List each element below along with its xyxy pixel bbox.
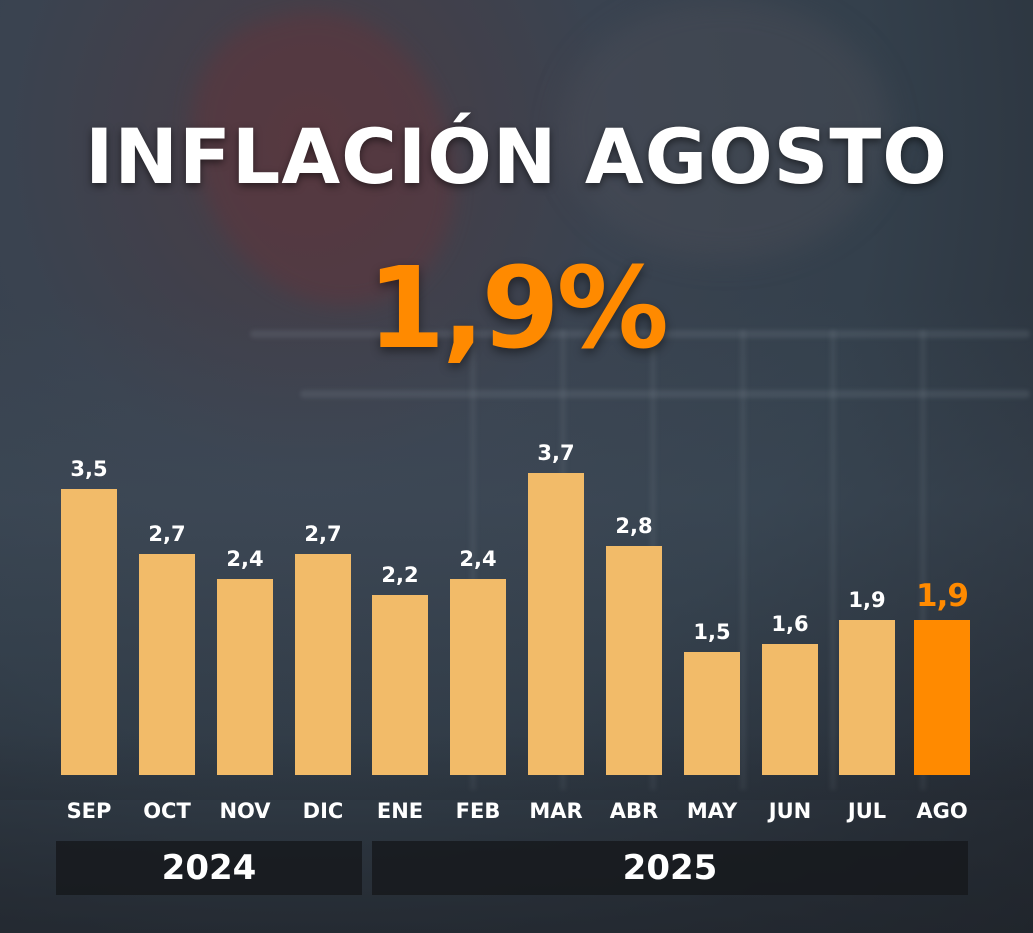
bar-nov: 2,4	[217, 547, 273, 775]
bar-mar: 3,7	[528, 441, 584, 775]
bar-rect	[606, 546, 662, 775]
month-label-oct: OCT	[143, 799, 191, 823]
bar-rect	[528, 473, 584, 775]
background-rail	[300, 390, 1030, 398]
background-rod	[470, 330, 476, 790]
bar-ago: 1,9	[914, 578, 970, 775]
bar-rect	[762, 644, 818, 775]
month-label-dic: DIC	[302, 799, 344, 823]
bar-may: 1,5	[684, 620, 740, 775]
bar-abr: 2,8	[606, 514, 662, 775]
bar-value-label: 2,7	[304, 522, 342, 546]
bar-rect	[372, 595, 428, 775]
bar-jul: 1,9	[839, 588, 895, 775]
background-rail	[250, 330, 1030, 338]
month-label-ago: AGO	[916, 799, 968, 823]
bar-rect	[684, 652, 740, 775]
month-label-mar: MAR	[529, 799, 583, 823]
bar-value-label: 2,4	[459, 547, 497, 571]
bar-value-label: 1,9	[848, 588, 886, 612]
bar-rect	[295, 554, 351, 775]
bar-feb: 2,4	[450, 547, 506, 775]
background-rod	[920, 330, 926, 790]
bar-jun: 1,6	[762, 612, 818, 775]
month-label-nov: NOV	[219, 799, 271, 823]
bar-value-label: 2,2	[381, 563, 419, 587]
month-label-may: MAY	[686, 799, 738, 823]
bar-dic: 2,7	[295, 522, 351, 775]
month-label-jun: JUN	[768, 799, 812, 823]
bar-value-label: 3,5	[70, 457, 108, 481]
bar-rect	[217, 579, 273, 775]
bar-rect	[839, 620, 895, 775]
bar-value-label: 1,9	[916, 578, 969, 614]
month-label-feb: FEB	[455, 799, 501, 823]
bar-rect	[139, 554, 195, 775]
year-band-2024: 2024	[56, 841, 362, 895]
bar-rect	[450, 579, 506, 775]
chart-title: INFLACIÓN AGOSTO	[85, 112, 948, 201]
month-label-abr: ABR	[609, 799, 659, 823]
month-label-jul: JUL	[847, 799, 887, 823]
month-label-ene: ENE	[376, 799, 424, 823]
bar-value-label: 2,4	[226, 547, 264, 571]
month-label-sep: SEP	[66, 799, 112, 823]
bar-sep: 3,5	[61, 457, 117, 775]
bar-value-label: 1,6	[771, 612, 809, 636]
bar-value-label: 3,7	[537, 441, 575, 465]
background-rod	[830, 330, 836, 790]
bar-value-label: 2,8	[615, 514, 653, 538]
year-band-2025: 2025	[372, 841, 968, 895]
background-rod	[740, 330, 746, 790]
bar-oct: 2,7	[139, 522, 195, 775]
bar-ene: 2,2	[372, 563, 428, 775]
bar-rect	[61, 489, 117, 775]
bar-rect	[914, 620, 970, 775]
bar-value-label: 1,5	[693, 620, 731, 644]
bar-value-label: 2,7	[148, 522, 186, 546]
headline-value: 1,9%	[367, 244, 669, 374]
